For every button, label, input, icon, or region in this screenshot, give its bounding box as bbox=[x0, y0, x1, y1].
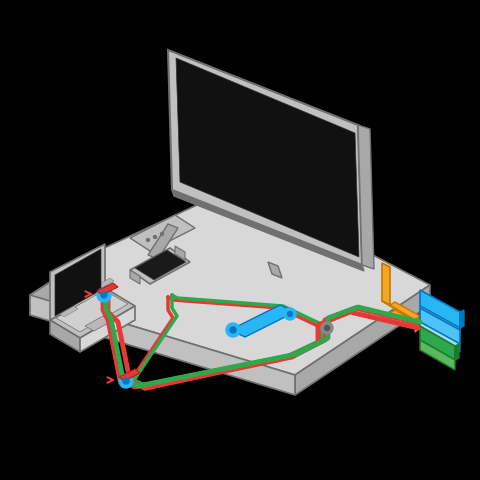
Circle shape bbox=[324, 325, 329, 331]
Polygon shape bbox=[172, 190, 364, 271]
Polygon shape bbox=[130, 248, 190, 284]
Polygon shape bbox=[168, 50, 362, 265]
Polygon shape bbox=[295, 285, 430, 395]
Polygon shape bbox=[148, 224, 178, 259]
Polygon shape bbox=[97, 283, 118, 295]
Circle shape bbox=[284, 308, 296, 320]
Polygon shape bbox=[420, 308, 460, 344]
Polygon shape bbox=[420, 306, 460, 336]
Polygon shape bbox=[230, 305, 295, 337]
Polygon shape bbox=[175, 246, 185, 260]
Polygon shape bbox=[358, 125, 374, 269]
Polygon shape bbox=[56, 290, 128, 332]
Circle shape bbox=[101, 292, 107, 298]
Polygon shape bbox=[50, 320, 80, 352]
Polygon shape bbox=[420, 326, 455, 360]
Polygon shape bbox=[50, 244, 105, 320]
Polygon shape bbox=[130, 270, 140, 284]
Polygon shape bbox=[420, 290, 460, 328]
Polygon shape bbox=[60, 306, 78, 317]
Polygon shape bbox=[85, 316, 112, 331]
Polygon shape bbox=[382, 263, 390, 305]
Polygon shape bbox=[80, 306, 135, 352]
Polygon shape bbox=[460, 310, 464, 328]
Polygon shape bbox=[55, 249, 101, 316]
Circle shape bbox=[119, 374, 133, 388]
Polygon shape bbox=[119, 369, 140, 381]
Polygon shape bbox=[30, 295, 295, 395]
Circle shape bbox=[160, 232, 164, 236]
Circle shape bbox=[288, 312, 292, 316]
Polygon shape bbox=[50, 288, 135, 338]
Polygon shape bbox=[135, 250, 186, 280]
Polygon shape bbox=[78, 292, 96, 303]
Polygon shape bbox=[176, 58, 359, 257]
Polygon shape bbox=[420, 340, 455, 370]
Circle shape bbox=[321, 322, 333, 334]
Polygon shape bbox=[96, 278, 114, 289]
Polygon shape bbox=[130, 215, 195, 251]
Circle shape bbox=[123, 378, 129, 384]
Circle shape bbox=[230, 327, 236, 333]
Polygon shape bbox=[390, 310, 420, 328]
Polygon shape bbox=[382, 301, 415, 320]
Circle shape bbox=[226, 323, 240, 337]
Polygon shape bbox=[415, 316, 420, 332]
Polygon shape bbox=[30, 250, 100, 315]
Polygon shape bbox=[268, 262, 282, 278]
Polygon shape bbox=[390, 302, 420, 320]
Circle shape bbox=[97, 288, 111, 302]
Polygon shape bbox=[455, 344, 459, 360]
Circle shape bbox=[154, 236, 156, 239]
Polygon shape bbox=[30, 185, 430, 375]
Circle shape bbox=[146, 239, 149, 241]
Polygon shape bbox=[420, 322, 460, 352]
